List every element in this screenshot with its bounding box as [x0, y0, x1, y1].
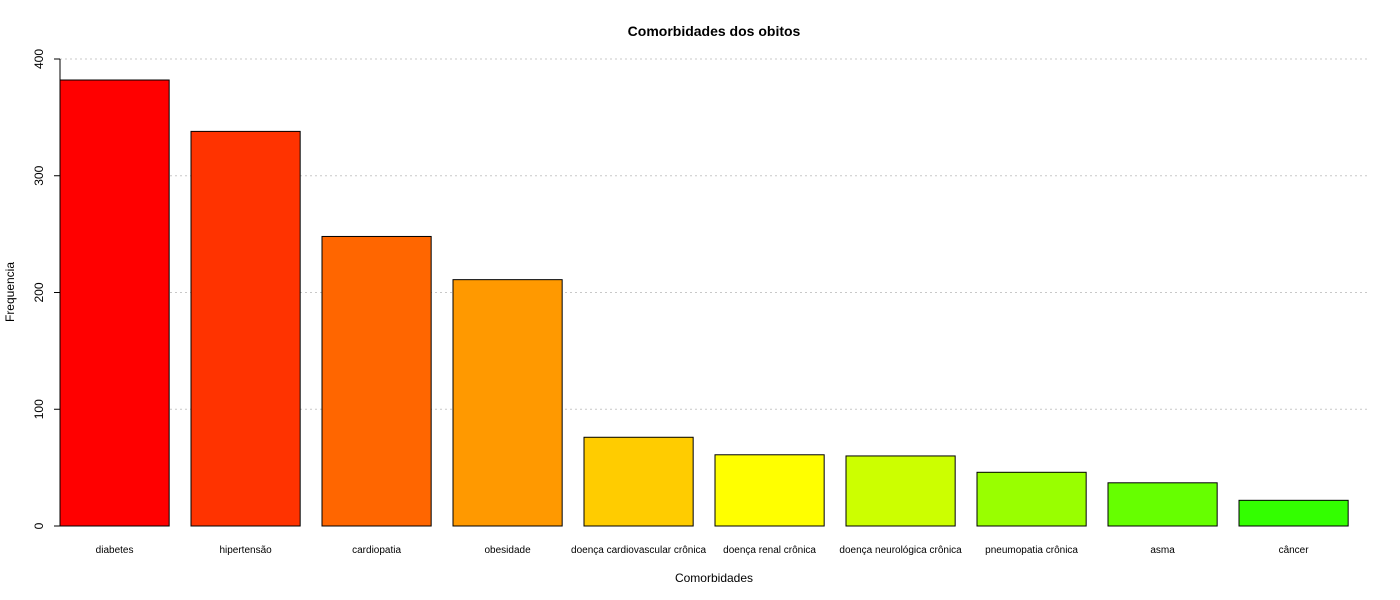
y-tick-label-1: 100 [32, 399, 46, 419]
category-label-7: pneumopatia crônica [985, 545, 1078, 556]
y-tick-label-4: 400 [32, 49, 46, 69]
chart-title: Comorbidades dos obitos [628, 23, 801, 39]
bar-1 [190, 130, 301, 527]
grid-lines [60, 58, 1370, 410]
category-label-5: doença renal crônica [723, 545, 816, 556]
category-label-8: asma [1150, 545, 1175, 556]
bar-5 [714, 454, 825, 527]
bar-6 [845, 455, 956, 527]
y-tick-label-2: 200 [32, 282, 46, 302]
bar-3 [452, 279, 563, 527]
category-label-6: doença neurológica crônica [839, 545, 962, 556]
category-label-4: doença cardiovascular crônica [571, 545, 707, 556]
bar-8 [1107, 482, 1218, 527]
category-labels: diabetes hipertensão cardiopatia obesidade d… [96, 545, 1310, 556]
bar-2 [321, 235, 432, 527]
y-tick-label-3: 300 [32, 165, 46, 185]
category-label-1: hipertensão [219, 545, 272, 556]
y-axis: 0 100 200 300 400 [32, 49, 61, 529]
bars [59, 79, 1349, 527]
bar-9 [1238, 499, 1349, 527]
bar-0 [59, 79, 170, 527]
category-label-3: obesidade [485, 545, 532, 556]
y-tick-label-0: 0 [32, 522, 46, 529]
category-label-9: câncer [1279, 545, 1310, 556]
category-label-0: diabetes [96, 545, 134, 556]
x-axis-label: Comorbidades [675, 571, 753, 585]
y-axis-label: Frequencia [3, 262, 17, 322]
category-label-2: cardiopatia [352, 545, 401, 556]
bar-7 [976, 471, 1087, 527]
bar-4 [583, 436, 694, 527]
